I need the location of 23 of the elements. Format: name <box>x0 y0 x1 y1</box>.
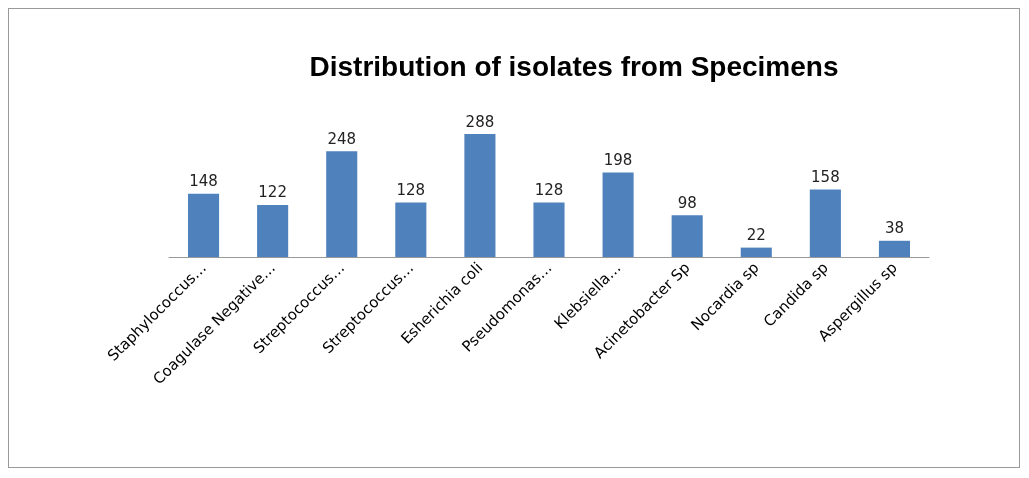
data-label: 128 <box>534 180 564 199</box>
bar <box>809 189 841 257</box>
data-label: 122 <box>258 183 287 202</box>
data-label: 288 <box>465 112 495 131</box>
bar <box>188 193 220 257</box>
bar <box>533 202 565 257</box>
data-label: 248 <box>327 129 357 148</box>
bar <box>464 134 496 257</box>
data-label: 198 <box>603 151 633 170</box>
bar <box>257 204 289 257</box>
data-label: 148 <box>189 172 218 191</box>
bar <box>395 202 427 257</box>
bar <box>602 172 634 257</box>
data-label: 38 <box>884 219 904 238</box>
data-label: 22 <box>746 226 766 245</box>
data-label: 98 <box>677 193 697 212</box>
chart-title: Distribution of isolates from Specimens <box>309 50 839 82</box>
data-label: 158 <box>811 168 840 187</box>
bar <box>878 240 910 257</box>
data-label: 128 <box>396 180 426 199</box>
bar <box>326 151 358 257</box>
bar <box>671 215 703 257</box>
bar <box>740 247 772 257</box>
